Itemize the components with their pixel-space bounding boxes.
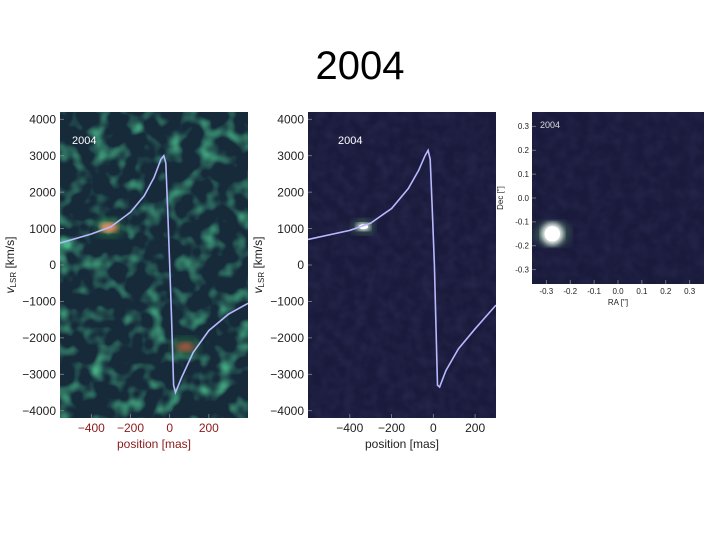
y-tick-label: 3000 [277, 149, 304, 163]
y-tick-label: 0 [49, 258, 56, 272]
x-tick-label: −400 [78, 421, 105, 435]
y-tick-label: 2000 [277, 185, 304, 199]
x-tick-label: 0.0 [612, 287, 624, 296]
y-tick-label: 3000 [29, 149, 56, 163]
panel-3-noise [532, 112, 704, 284]
y-tick-label: 4000 [277, 112, 304, 126]
panel-1-y-axis-label: vLSR [km/s] [3, 237, 18, 294]
x-tick-label: 200 [465, 421, 485, 435]
y-tick-label: −3000 [22, 367, 56, 381]
panel-2-x-axis-label: position [mas] [365, 437, 439, 451]
panel-1-rotation-curve [60, 153, 248, 396]
panel-1-noise [60, 112, 248, 418]
slide-title: 2004 [315, 44, 405, 88]
emission-spot [176, 342, 195, 352]
y-tick-label: −4000 [22, 404, 56, 418]
y-tick-label: −1000 [270, 295, 304, 309]
y-tick-label: −1000 [22, 295, 56, 309]
x-tick-label: −200 [117, 421, 144, 435]
panel-3-label: 2004 [540, 120, 560, 130]
panel-3-x-axis-label: RA ["] [608, 298, 628, 307]
x-tick-label: 0.2 [660, 287, 672, 296]
y-tick-label: -0.3 [515, 265, 529, 274]
y-tick-label: −2000 [270, 331, 304, 345]
y-tick-label: 0.0 [518, 194, 530, 203]
panel-3-y-axis-label: Dec ["] [496, 186, 505, 210]
y-tick-label: 1000 [29, 222, 56, 236]
y-tick-label: 0.1 [518, 170, 530, 179]
x-tick-label: 0 [430, 421, 437, 435]
y-tick-label: -0.2 [515, 242, 529, 251]
panel-1-x-axis-label: position [mas] [117, 437, 191, 451]
panel-2-rotation-curve [308, 148, 496, 389]
panel-2-label: 2004 [338, 135, 362, 147]
x-tick-label: -0.3 [539, 287, 553, 296]
panel-1-position-velocity: 2004 40003000200010000−1000−2000−3000−40… [3, 112, 248, 451]
y-tick-label: 0.3 [518, 122, 530, 131]
y-tick-label: 1000 [277, 222, 304, 236]
panel-2-noise [308, 112, 496, 418]
x-tick-label: 0 [166, 421, 173, 435]
panel-3-sky-map: 2004 0.3 0.2 0.1 0.0 -0.1 -0.2 -0.3 -0.3 -0.2 -0… [496, 112, 704, 307]
panel-1-label: 2004 [72, 135, 96, 147]
panel-2-model: 2004 40003000200010000−1000−2000−3000−40… [251, 112, 496, 451]
y-tick-label: −3000 [270, 367, 304, 381]
y-tick-label: 2000 [29, 185, 56, 199]
x-tick-label: 0.1 [636, 287, 648, 296]
x-tick-label: −200 [378, 421, 405, 435]
y-tick-label: −2000 [22, 331, 56, 345]
y-tick-label: −4000 [270, 404, 304, 418]
x-tick-label: 0.3 [684, 287, 696, 296]
x-tick-label: −400 [336, 421, 363, 435]
y-tick-label: 0 [297, 258, 304, 272]
x-tick-label: -0.1 [587, 287, 601, 296]
x-tick-label: -0.2 [563, 287, 577, 296]
y-tick-label: 0.2 [518, 146, 530, 155]
panel-2-y-axis-label: vLSR [km/s] [251, 237, 266, 294]
y-tick-label: -0.1 [515, 218, 529, 227]
x-tick-label: 200 [199, 421, 219, 435]
y-tick-label: 4000 [29, 112, 56, 126]
